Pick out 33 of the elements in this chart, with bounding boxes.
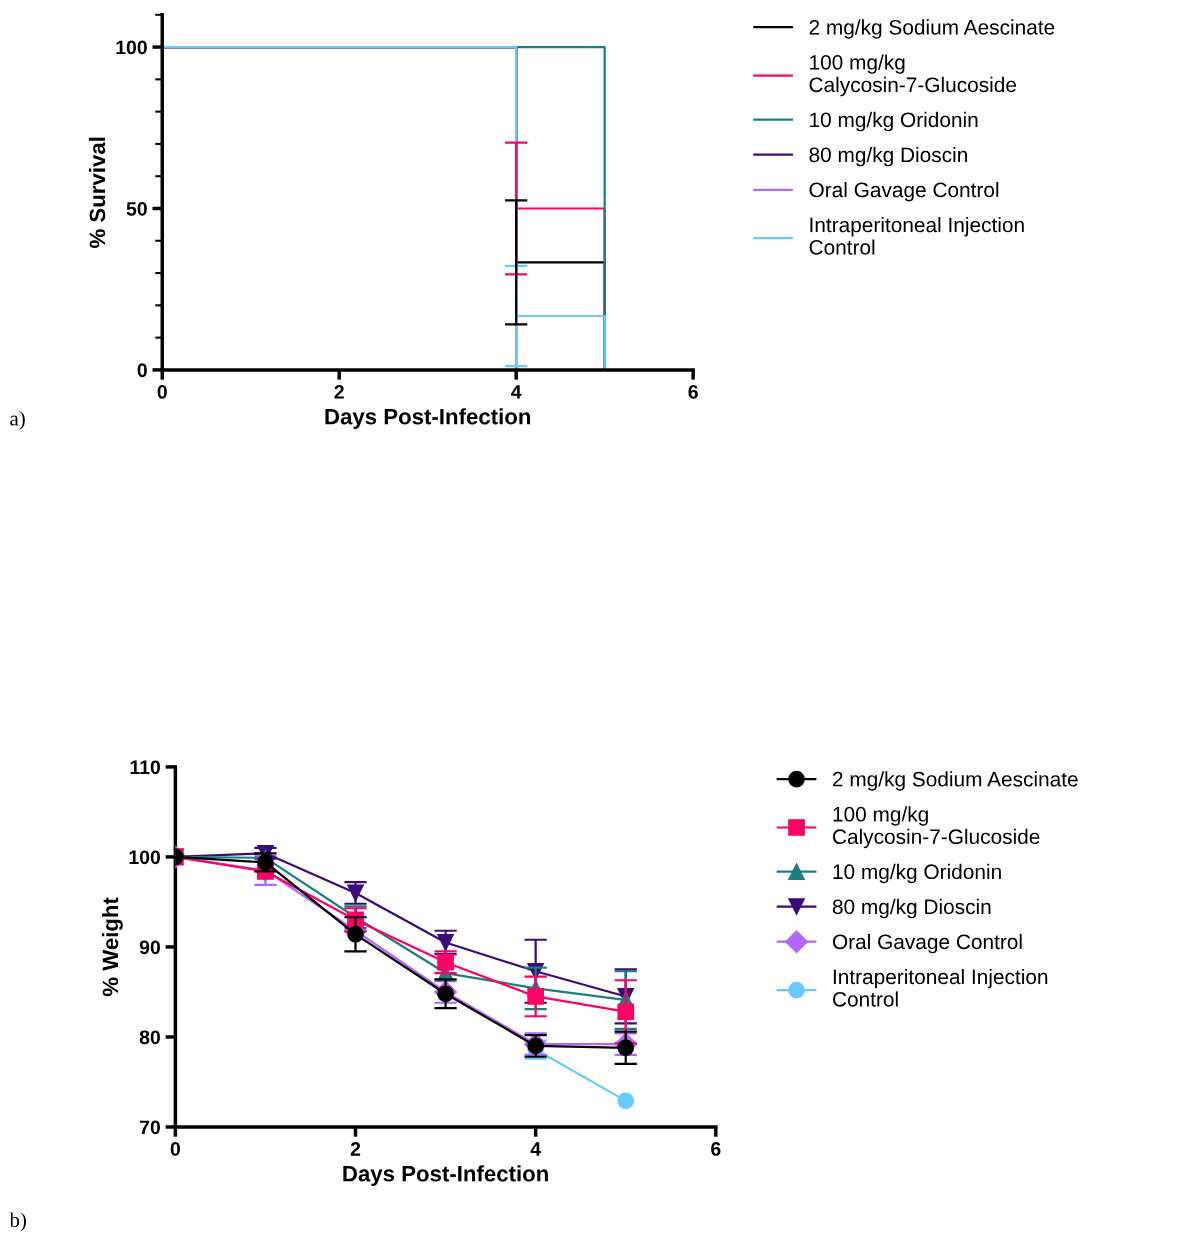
y-tick-label: 70 — [140, 1120, 160, 1135]
x-tick-label: 0 — [170, 1142, 180, 1156]
y-tick-label: 90 — [139, 940, 160, 955]
legend-label: 10 mg/kg Oridonin — [833, 863, 1001, 884]
x-tick-label: 4 — [511, 385, 522, 399]
legend-label: 80 mg/kg Dioscin — [809, 146, 967, 167]
legend-label: Intraperitoneal Injection Control — [833, 968, 1048, 1007]
y-axis-title: % Survival — [88, 137, 106, 248]
legend-label: 2 mg/kg Sodium Aescinate — [833, 771, 1078, 791]
x-tick-label: 4 — [530, 1142, 541, 1156]
y-tick-label: 0 — [137, 363, 147, 378]
legend-label: Intraperitoneal Injection Control — [809, 217, 1024, 255]
x-tick-label: 6 — [711, 1142, 721, 1156]
y-tick-label: 80 — [139, 1030, 160, 1045]
legend-label: Oral Gavage Control — [832, 933, 1022, 954]
text: b) — [9, 1212, 26, 1232]
x-axis-title: Days Post-Infection — [325, 408, 531, 429]
y-tick-label: 100 — [129, 850, 160, 865]
text: a) — [10, 410, 25, 430]
legend-label: 100 mg/kg Calycosin-7-Glucoside — [809, 54, 1017, 97]
y-tick-label: 110 — [130, 760, 160, 775]
y-axis-title: % Weight — [101, 897, 123, 997]
y-tick-label: 100 — [116, 40, 147, 55]
x-tick-label: 2 — [350, 1142, 361, 1156]
legend-label: Oral Gavage Control — [809, 181, 999, 202]
y-tick-label: 50 — [126, 201, 147, 216]
legend-label: 80 mg/kg Dioscin — [832, 898, 991, 919]
legend-label: 2 mg/kg Sodium Aescinate — [809, 19, 1055, 39]
x-tick-label: 6 — [688, 385, 698, 399]
x-tick-label: 2 — [334, 385, 344, 399]
legend-label: 10 mg/kg Oridonin — [810, 111, 978, 132]
legend-label: 100 mg/kg Calycosin-7-Glucoside — [833, 806, 1040, 849]
x-axis-title: Days Post-Infection — [343, 1165, 548, 1186]
